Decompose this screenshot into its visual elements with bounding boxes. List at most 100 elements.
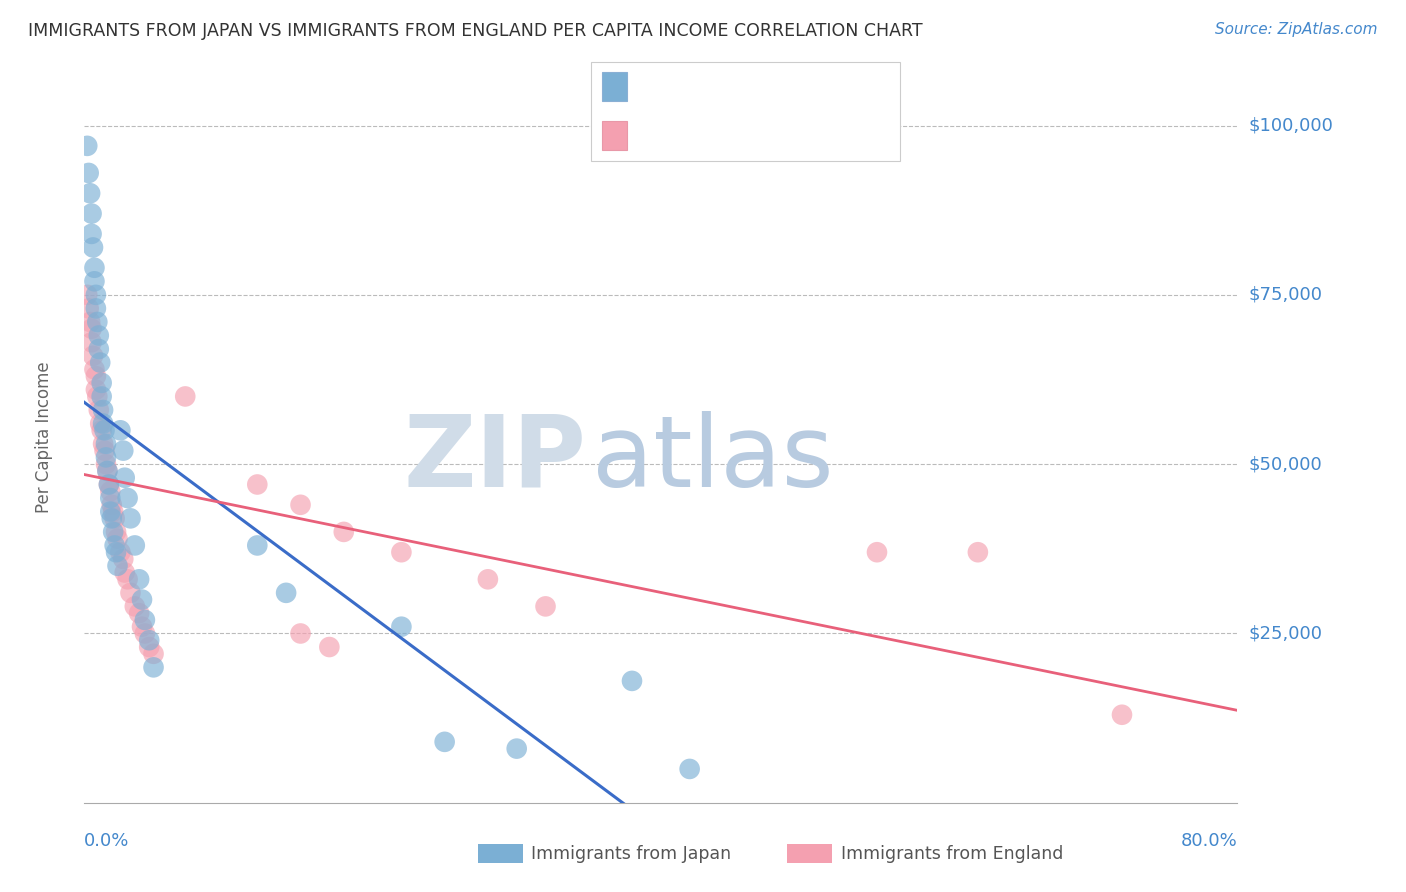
Point <box>84 288 107 302</box>
Point <box>83 362 105 376</box>
Text: 0.0%: 0.0% <box>84 832 129 850</box>
Point <box>91 403 114 417</box>
Point <box>100 511 122 525</box>
Point <box>967 545 990 559</box>
Point <box>80 335 103 350</box>
Point <box>79 186 101 201</box>
Point <box>131 592 153 607</box>
Text: Immigrants from Japan: Immigrants from Japan <box>531 845 731 863</box>
Point <box>80 227 103 241</box>
Text: Per Capita Income: Per Capita Income <box>35 361 53 513</box>
Point <box>89 417 111 431</box>
Point <box>105 545 128 559</box>
Point <box>128 572 150 586</box>
Point <box>93 423 115 437</box>
Point <box>87 403 110 417</box>
Point <box>120 511 142 525</box>
Point <box>89 355 111 369</box>
Text: N =: N = <box>755 78 794 95</box>
Text: Immigrants from England: Immigrants from England <box>841 845 1063 863</box>
Point <box>103 524 124 539</box>
Point <box>79 315 101 329</box>
Point <box>100 498 122 512</box>
Point <box>110 545 132 559</box>
Point <box>97 477 120 491</box>
Point <box>98 505 121 519</box>
Text: -0.436: -0.436 <box>679 127 744 145</box>
Point <box>103 505 124 519</box>
Text: R =: R = <box>640 127 679 145</box>
Point <box>83 260 105 275</box>
Text: 48: 48 <box>792 78 817 95</box>
Point <box>276 586 298 600</box>
Point <box>94 457 117 471</box>
Text: Source: ZipAtlas.com: Source: ZipAtlas.com <box>1215 22 1378 37</box>
Point <box>82 349 104 363</box>
Point <box>679 762 702 776</box>
Point <box>534 599 557 614</box>
Point <box>138 640 160 654</box>
Point <box>94 450 117 465</box>
Text: N =: N = <box>755 127 794 145</box>
Point <box>124 599 146 614</box>
Point <box>124 538 146 552</box>
Point <box>91 417 114 431</box>
Point <box>134 626 156 640</box>
Point <box>84 383 107 397</box>
Point <box>86 315 108 329</box>
Point <box>87 342 110 356</box>
Point <box>84 369 107 384</box>
Point <box>90 423 112 437</box>
Point <box>318 640 340 654</box>
Point <box>110 423 132 437</box>
Point <box>91 437 114 451</box>
Text: $100,000: $100,000 <box>1249 117 1333 135</box>
Text: 80.0%: 80.0% <box>1181 832 1237 850</box>
Text: ZIP: ZIP <box>404 410 586 508</box>
Point <box>142 660 165 674</box>
Point <box>506 741 529 756</box>
Point <box>333 524 356 539</box>
Point <box>290 498 312 512</box>
Point <box>117 572 139 586</box>
Point <box>76 288 98 302</box>
Point <box>128 606 150 620</box>
Point <box>104 538 127 552</box>
Point <box>104 511 127 525</box>
Point <box>105 524 128 539</box>
Text: $25,000: $25,000 <box>1249 624 1323 642</box>
Point <box>433 735 456 749</box>
Point <box>174 389 197 403</box>
Point <box>84 301 107 316</box>
Point <box>83 274 105 288</box>
Point <box>97 477 120 491</box>
Point <box>621 673 644 688</box>
Point <box>142 647 165 661</box>
Point <box>90 376 112 390</box>
Point <box>80 322 103 336</box>
Point <box>134 613 156 627</box>
Point <box>391 545 413 559</box>
Point <box>98 491 121 505</box>
Point <box>76 139 98 153</box>
Point <box>120 586 142 600</box>
Point <box>107 558 129 573</box>
Point <box>112 443 135 458</box>
Text: $75,000: $75,000 <box>1249 285 1323 304</box>
Text: 47: 47 <box>792 127 817 145</box>
Point <box>77 166 100 180</box>
Point <box>1111 707 1133 722</box>
Point <box>93 443 115 458</box>
Point <box>477 572 499 586</box>
Point <box>131 620 153 634</box>
Text: -0.635: -0.635 <box>679 78 744 95</box>
Point <box>82 240 104 254</box>
Point <box>96 464 118 478</box>
Point <box>246 538 269 552</box>
Point <box>112 552 135 566</box>
Point <box>114 566 136 580</box>
Point <box>117 491 139 505</box>
Point <box>96 464 118 478</box>
Point <box>98 484 121 499</box>
Point <box>107 532 129 546</box>
